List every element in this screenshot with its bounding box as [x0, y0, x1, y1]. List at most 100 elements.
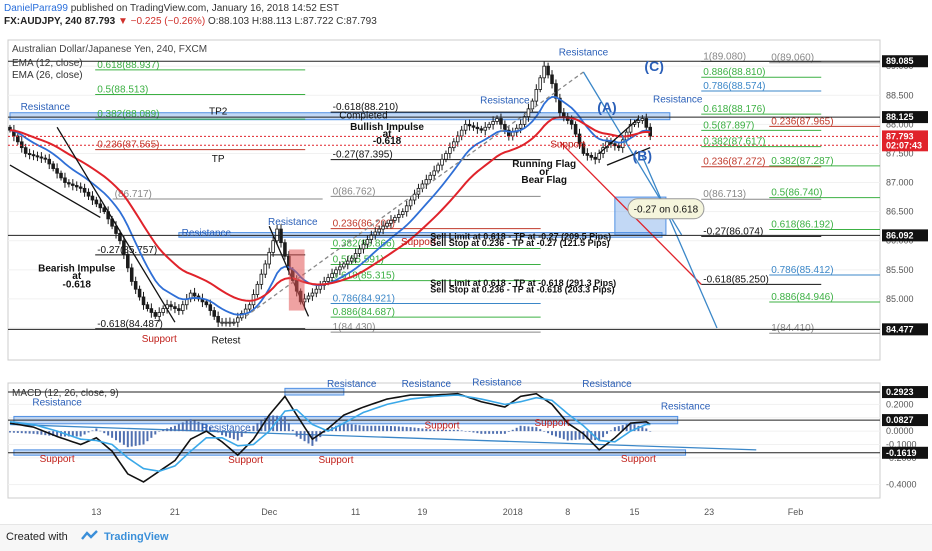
candle-body	[428, 174, 433, 181]
candle-body	[467, 123, 472, 127]
chart-annotation: -0.618	[63, 279, 92, 290]
macd-histogram-bar	[539, 429, 542, 432]
macd-histogram-bar	[299, 431, 302, 439]
macd-histogram-bar	[209, 427, 212, 432]
down-arrow-icon: ▼	[117, 16, 128, 27]
chart-annotation: Completed	[339, 111, 387, 122]
macd-histogram-bar	[358, 425, 361, 432]
macd-histogram-bar	[173, 425, 176, 432]
chart-annotation: Bullish Impulse	[350, 122, 424, 133]
tradingview-brand[interactable]: TradingView	[104, 531, 169, 543]
y-tick-label: 87.000	[886, 178, 914, 188]
macd-histogram-bar	[236, 431, 239, 441]
candle-body	[452, 141, 456, 149]
chart-annotation: Resistance	[402, 379, 452, 390]
flag-channel	[598, 118, 639, 154]
chart-annotation: Resistance	[653, 94, 703, 105]
candle-body	[440, 158, 444, 166]
candle-body	[94, 199, 99, 205]
candle-body	[55, 168, 59, 174]
macd-histogram-bar	[327, 428, 330, 432]
chart-annotation: Resistance	[480, 95, 530, 106]
fib-level-label: 1(89.080)	[703, 52, 746, 63]
macd-histogram-bar	[519, 425, 522, 432]
macd-histogram-bar	[503, 431, 506, 434]
candle-body	[491, 121, 495, 125]
sell-note: Sell Stop at 0.236 - TP at -0.618 (203.3…	[430, 285, 614, 295]
fib-level-label: 0.382(87.287)	[771, 156, 833, 167]
macd-histogram-bar	[75, 431, 78, 437]
macd-histogram-bar	[543, 431, 546, 432]
macd-histogram-bar	[221, 431, 224, 436]
macd-histogram-bar	[122, 431, 125, 445]
macd-histogram-bar	[32, 431, 35, 434]
macd-histogram-bar	[20, 431, 23, 434]
macd-histogram-bar	[617, 426, 620, 432]
macd-histogram-bar	[213, 429, 216, 432]
chart-annotation: Support	[142, 334, 177, 345]
flag-channel	[606, 147, 651, 166]
price-change: −0.225 (−0.26%)	[130, 16, 206, 27]
price-axis-badge	[882, 139, 928, 152]
macd-y-tick-label: 0.2000	[886, 399, 914, 409]
macd-histogram-bar	[111, 431, 114, 438]
chart-annotation: Resistance	[201, 423, 251, 434]
macd-histogram-bar	[99, 430, 102, 432]
macd-histogram-bar	[566, 431, 569, 441]
chart-annotation: Resistance	[182, 228, 232, 239]
macd-histogram-bar	[613, 427, 616, 432]
macd-histogram-bar	[354, 424, 357, 432]
macd-histogram-bar	[606, 431, 609, 434]
fib-level-label: 0.236(87.272)	[703, 157, 765, 168]
x-tick-label: 19	[417, 507, 427, 517]
candle-body	[349, 257, 354, 262]
macd-histogram-bar	[276, 415, 279, 432]
candle-body	[562, 112, 566, 118]
resistance-zone	[9, 112, 671, 121]
macd-histogram-bar	[52, 431, 55, 437]
macd-histogram-bar	[24, 431, 27, 434]
macd-histogram-bar	[409, 427, 412, 432]
author-link[interactable]: DanielParra99	[4, 3, 68, 14]
footer-bar: Created with TradingView	[0, 524, 932, 551]
candle-body	[357, 248, 362, 254]
macd-histogram-bar	[523, 426, 526, 432]
macd-trend-line	[9, 423, 757, 451]
macd-histogram-bar	[342, 423, 345, 432]
macd-histogram-bar	[480, 431, 483, 434]
macd-title: MACD (12, 26, close, 9)	[12, 388, 119, 399]
candle-body	[636, 120, 641, 123]
macd-histogram-bar	[56, 431, 59, 437]
fib-level-label: 0.786(88.574)	[703, 81, 765, 92]
macd-histogram-bar	[256, 423, 259, 432]
ema-26-line	[9, 116, 651, 302]
macd-histogram-bar	[460, 430, 463, 432]
macd-axis-badge	[882, 446, 928, 459]
macd-histogram-bar	[232, 431, 235, 440]
candle-body	[495, 118, 499, 122]
candle-body	[400, 211, 405, 215]
fib-level-label: 0.786(84.921)	[333, 294, 395, 305]
fib-level-label: 0.886(84.946)	[771, 292, 833, 303]
candle-body	[236, 317, 240, 323]
macd-histogram-bar	[413, 427, 416, 432]
macd-histogram-bar	[531, 426, 534, 432]
candle-body	[593, 156, 598, 160]
candle-body	[310, 292, 315, 297]
chart-annotation: Resistance	[472, 378, 522, 389]
candle-body	[326, 277, 330, 282]
candle-body	[518, 123, 523, 129]
macd-axis-badge	[882, 386, 928, 399]
y-tick-label: 88.500	[886, 90, 914, 100]
candle-body	[389, 219, 393, 224]
candle-body	[585, 153, 590, 156]
x-tick-label: 15	[629, 507, 639, 517]
candle-body	[82, 187, 87, 193]
macd-histogram-bar	[492, 431, 495, 434]
candle-body	[617, 145, 621, 149]
x-tick-label: Feb	[788, 507, 804, 517]
candle-body	[145, 304, 150, 310]
candle-body	[408, 199, 413, 207]
macd-histogram-bar	[272, 415, 275, 432]
